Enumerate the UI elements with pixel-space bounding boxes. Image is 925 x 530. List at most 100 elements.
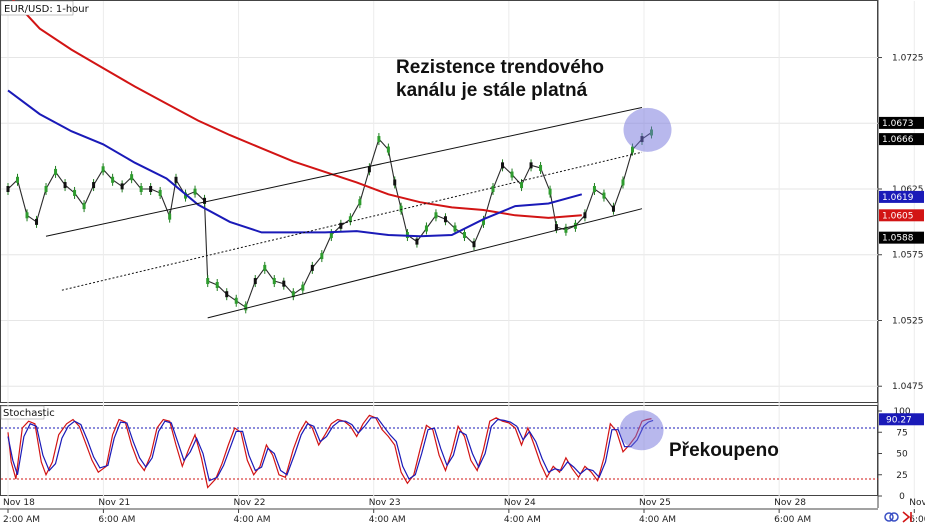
stochastic-label: Stochastic xyxy=(3,408,55,419)
candle-body xyxy=(393,179,397,186)
price-tag-box xyxy=(879,116,924,129)
candle-body xyxy=(139,186,143,193)
date-tick-label: Nov 28 xyxy=(774,498,806,508)
stochastic-line xyxy=(7,417,654,482)
date-tick-label: Nov 22 xyxy=(234,498,266,508)
candle-body xyxy=(510,171,514,178)
candle-body xyxy=(621,179,625,186)
candle-body xyxy=(225,291,229,298)
channel-middle-line xyxy=(61,151,643,291)
stoch-tick-label: 100 xyxy=(893,407,910,417)
stoch-value-tag-box xyxy=(879,413,924,426)
candle-body xyxy=(234,297,238,304)
candle-body xyxy=(367,166,371,173)
stochastic-lines xyxy=(1,414,878,489)
candle-body xyxy=(491,186,495,193)
candle-body xyxy=(564,226,568,233)
date-tick-label: Nov 23 xyxy=(369,498,401,508)
price-pane-frame xyxy=(0,0,878,403)
annotation-resistance-line2: kanálu je stále platná xyxy=(396,80,588,101)
stoch-tick-label: 75 xyxy=(896,428,907,438)
price-tick-label: 1.0475 xyxy=(892,382,924,392)
date-tick-label: Nov 21 xyxy=(98,498,130,508)
candle-body xyxy=(592,186,596,193)
stoch-tick-label: 25 xyxy=(896,471,907,481)
date-tick-label: Nov 18 xyxy=(3,498,35,508)
candle-body xyxy=(443,216,447,223)
annotation-overbought: Překoupeno xyxy=(669,440,779,461)
highlight-circles xyxy=(619,107,672,451)
moving-average-line xyxy=(7,89,583,238)
candle-body xyxy=(386,146,390,153)
candle-body xyxy=(529,162,533,169)
candle-body xyxy=(206,278,210,285)
sync-icon[interactable] xyxy=(884,512,899,522)
price-tags: 1.0673 1.0666 1.0619 1.0605 1.0588 90.27 xyxy=(879,116,924,426)
price-tag-box xyxy=(879,231,924,244)
time-tick-label: 4:00 AM xyxy=(639,515,676,525)
trend-channel xyxy=(45,107,643,319)
date-tick-label: Nov 24 xyxy=(504,498,536,508)
price-tag-label: 1.0673 xyxy=(882,119,914,129)
stochastic-line xyxy=(7,414,652,489)
candle-body xyxy=(310,264,314,271)
scroll-to-end-icon[interactable] xyxy=(902,511,912,523)
candle-body xyxy=(203,197,207,204)
candle-body xyxy=(184,192,188,199)
candle-body xyxy=(130,174,134,181)
title-box xyxy=(0,0,74,16)
chart-title: EUR/USD: 1-hour xyxy=(4,4,90,15)
candle-body xyxy=(301,284,305,291)
moving-averages xyxy=(7,0,583,238)
candle-body xyxy=(520,182,524,189)
time-tick-label: 6:00 AM xyxy=(98,515,135,525)
channel-lower-line xyxy=(207,208,643,319)
candle-body xyxy=(453,225,457,232)
candle-body xyxy=(291,291,295,298)
price-tag-box xyxy=(879,133,924,146)
date-tick-label: Nov 25 xyxy=(639,498,671,508)
stoch-tick-label: 0 xyxy=(899,492,905,502)
candle-body xyxy=(358,199,362,206)
candle-body xyxy=(73,189,77,196)
stoch-tick-label: 50 xyxy=(896,450,908,460)
candle-body xyxy=(611,205,615,212)
candle-body xyxy=(101,166,105,173)
candle-body xyxy=(215,281,219,288)
price-tag-label: 1.0666 xyxy=(882,135,914,145)
stoch-value-tag-label: 90.27 xyxy=(886,415,912,425)
candle-body xyxy=(158,189,162,196)
price-highlight-circle xyxy=(623,107,672,152)
price-tick-label: 1.0725 xyxy=(892,54,924,64)
candle-body xyxy=(35,218,39,225)
candle-body xyxy=(111,176,115,183)
time-tick-label: 6:00 AM xyxy=(909,515,925,525)
candle-body xyxy=(539,164,543,171)
price-tag-label: 1.0588 xyxy=(882,234,914,244)
time-tick-label: 6:00 AM xyxy=(774,515,811,525)
candle-body xyxy=(482,218,485,225)
stochastic-label-box xyxy=(0,405,45,420)
candle-body xyxy=(16,176,20,183)
candle-body xyxy=(120,183,124,190)
candle-body xyxy=(25,212,29,219)
candle-body xyxy=(320,253,324,260)
time-tick-label: 4:00 AM xyxy=(504,515,541,525)
time-tick-label: 4:00 AM xyxy=(234,515,271,525)
candle-body xyxy=(602,192,606,199)
price-tag-label: 1.0619 xyxy=(882,193,914,203)
price-tick-label: 1.0575 xyxy=(892,251,924,261)
candle-body xyxy=(472,241,476,248)
candle-body xyxy=(548,188,552,195)
stochastic-pane-frame xyxy=(0,405,878,496)
candle-body xyxy=(44,186,48,193)
candle-body xyxy=(434,212,438,219)
candle-body xyxy=(399,205,403,212)
candle-body xyxy=(462,232,466,239)
candle-body xyxy=(174,176,178,183)
candle-body xyxy=(554,224,558,231)
candle-body xyxy=(501,162,505,169)
candle-body xyxy=(339,222,343,229)
candle-body xyxy=(263,264,267,271)
